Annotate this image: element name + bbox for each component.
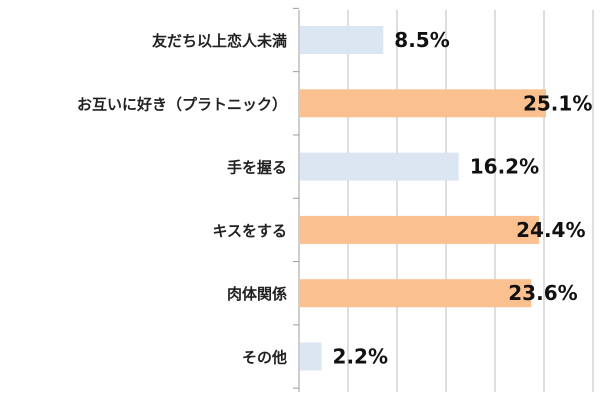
value-labels: 8.5% 25.1% 16.2% 24.4% 23.6% 2.2% [333, 28, 593, 369]
category-label: その他 [242, 349, 287, 367]
bar [300, 152, 459, 181]
bar [300, 89, 546, 118]
value-label: 8.5% [394, 28, 449, 52]
category-label: 肉体関係 [227, 285, 287, 303]
category-label: お互いに好き（プラトニック） [77, 95, 287, 113]
bar [300, 342, 322, 371]
category-label: 友だち以上恋人未満 [152, 32, 287, 50]
value-label: 23.6% [508, 281, 577, 305]
value-label: 25.1% [523, 91, 592, 115]
value-label: 24.4% [516, 218, 585, 242]
bar [300, 279, 532, 308]
bar [300, 26, 384, 54]
bar [300, 215, 540, 244]
category-label: 手を握る [227, 159, 287, 177]
value-label: 2.2% [333, 345, 388, 369]
bars [300, 26, 546, 371]
grid-lines [293, 7, 594, 392]
value-label: 16.2% [470, 155, 539, 179]
category-label: キスをする [212, 222, 287, 240]
